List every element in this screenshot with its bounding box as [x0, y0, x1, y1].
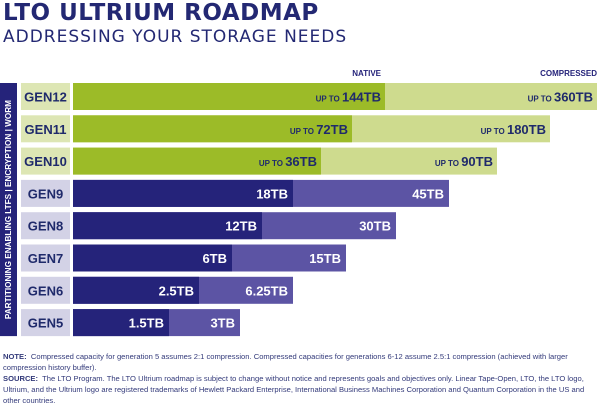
native-bar	[73, 244, 232, 272]
compressed-value: 360TB	[554, 90, 593, 105]
up-to-prefix: UP TO	[481, 127, 507, 136]
native-value-label: UP TO 36TB	[259, 154, 317, 169]
source-paragraph: SOURCE: The LTO Program. The LTO Ultrium…	[3, 373, 597, 406]
gen-label-box	[21, 244, 70, 272]
compressed-value: 90TB	[461, 154, 493, 169]
gen-label: GEN5	[28, 316, 63, 331]
native-value: 36TB	[285, 154, 317, 169]
gen-label-box	[21, 179, 70, 207]
native-bar	[73, 83, 385, 110]
up-to-prefix: UP TO	[316, 95, 342, 104]
note-text: Compressed capacity for generation 5 ass…	[3, 352, 568, 372]
compressed-value-label: 3TB	[210, 316, 235, 331]
native-value-label: 18TB	[256, 186, 288, 201]
native-bar	[73, 309, 169, 337]
source-text: The LTO Program. The LTO Ultrium roadmap…	[3, 374, 585, 405]
roadmap-chart: PARTITIONING ENABLING LTFS | ENCRYPTION …	[0, 69, 597, 337]
gen-label: GEN6	[28, 283, 63, 298]
gen-label: GEN8	[28, 219, 63, 234]
gen-label: GEN12	[24, 90, 67, 105]
native-bar	[73, 115, 352, 143]
gen-label: GEN9	[28, 186, 63, 201]
compressed-value-label: 15TB	[309, 251, 341, 266]
native-value-label: 1.5TB	[129, 316, 164, 331]
compressed-value-label: UP TO 90TB	[435, 154, 493, 169]
side-feature-label: PARTITIONING ENABLING LTFS | ENCRYPTION …	[4, 100, 13, 319]
compressed-value-label: 45TB	[412, 186, 444, 201]
note-paragraph: NOTE: Compressed capacity for generation…	[3, 351, 597, 373]
page-title: LTO ULTRIUM ROADMAP	[3, 0, 319, 26]
gen-label: GEN7	[28, 251, 63, 266]
native-value-label: 6TB	[202, 251, 227, 266]
gen-label-box	[21, 276, 70, 304]
native-bar	[73, 212, 262, 240]
native-value-label: UP TO 144TB	[316, 90, 381, 105]
note-label: NOTE:	[3, 352, 27, 361]
series-label-compressed: COMPRESSED	[540, 69, 597, 78]
gen-label-box	[21, 309, 70, 337]
up-to-prefix: UP TO	[435, 159, 461, 168]
gen-label: GEN10	[24, 154, 67, 169]
side-feature-bar	[0, 83, 17, 337]
up-to-prefix: UP TO	[259, 159, 285, 168]
series-label-native: NATIVE	[352, 69, 381, 78]
compressed-value-label: 6.25TB	[245, 283, 288, 298]
up-to-prefix: UP TO	[290, 127, 316, 136]
compressed-value-label: 30TB	[359, 219, 391, 234]
native-value-label: UP TO 72TB	[290, 122, 348, 137]
gen-label-box	[21, 83, 70, 110]
native-value-label: 12TB	[225, 219, 257, 234]
gen-label-box	[21, 147, 70, 175]
compressed-value-label: UP TO 180TB	[481, 122, 546, 137]
gen-label: GEN11	[25, 122, 67, 137]
native-value-label: 2.5TB	[159, 283, 194, 298]
gen-label-box	[21, 212, 70, 240]
page-subtitle: ADDRESSING YOUR STORAGE NEEDS	[3, 27, 348, 47]
footnotes: NOTE: Compressed capacity for generation…	[3, 351, 597, 406]
gen-label-box	[21, 115, 70, 143]
native-bar	[73, 276, 199, 304]
native-value: 144TB	[342, 90, 381, 105]
native-bar	[73, 179, 293, 207]
compressed-value-label: UP TO 360TB	[528, 90, 593, 105]
native-bar	[73, 147, 321, 175]
up-to-prefix: UP TO	[528, 95, 554, 104]
compressed-value: 180TB	[507, 122, 546, 137]
source-label: SOURCE:	[3, 374, 39, 383]
native-value: 72TB	[316, 122, 348, 137]
